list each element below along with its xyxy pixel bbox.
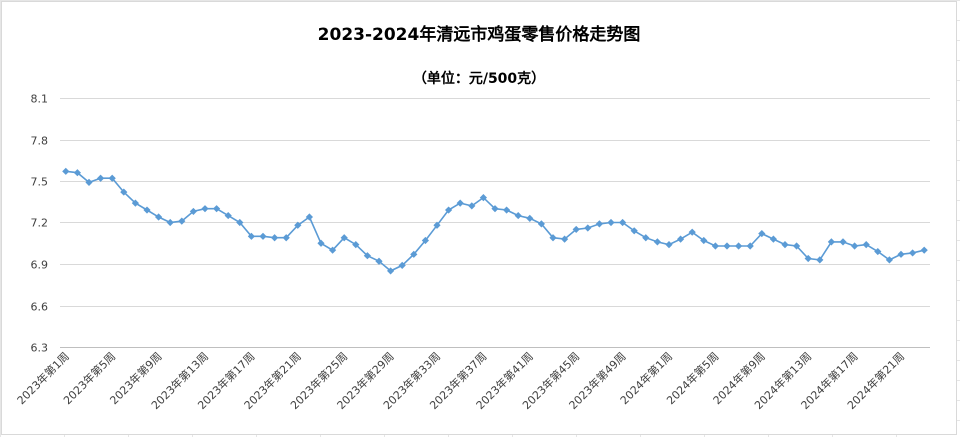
data-point <box>294 221 302 229</box>
chart-title: 2023-2024年清远市鸡蛋零售价格走势图 <box>317 25 641 45</box>
data-point <box>201 205 209 213</box>
data-point <box>677 235 685 243</box>
data-point <box>108 174 116 182</box>
data-point <box>97 174 105 182</box>
data-point <box>398 261 406 269</box>
data-point <box>723 242 731 250</box>
data-point <box>387 267 395 275</box>
data-point <box>236 218 244 227</box>
data-point <box>804 254 812 263</box>
data-point <box>479 194 487 202</box>
data-point <box>711 242 719 250</box>
data-point <box>630 227 638 235</box>
y-tick-label: 7.5 <box>31 176 49 189</box>
data-point <box>62 167 70 175</box>
data-point <box>653 238 661 246</box>
data-point <box>433 221 441 229</box>
data-point <box>839 238 847 246</box>
data-point <box>885 256 893 264</box>
data-point <box>503 206 511 214</box>
data-point <box>909 249 917 257</box>
data-point <box>781 241 789 249</box>
data-point <box>363 252 371 260</box>
data-point <box>735 242 743 250</box>
data-point <box>746 242 754 250</box>
data-point <box>131 199 139 207</box>
data-point <box>607 218 615 227</box>
data-point <box>410 250 418 258</box>
y-tick-label: 7.8 <box>31 135 49 148</box>
data-point <box>584 224 592 232</box>
data-point <box>143 206 151 214</box>
data-point <box>305 213 313 221</box>
data-point <box>271 234 279 242</box>
data-point <box>793 242 801 250</box>
data-point <box>769 235 777 243</box>
data-point <box>247 232 255 240</box>
data-point <box>688 228 696 236</box>
y-tick-label: 6.3 <box>31 342 49 355</box>
data-point <box>340 234 348 242</box>
y-tick-label: 7.2 <box>31 217 49 230</box>
data-point <box>665 241 673 249</box>
data-point <box>526 214 534 222</box>
chart-subtitle: （单位：元/500克） <box>412 71 546 87</box>
data-point <box>920 246 928 254</box>
data-point <box>178 217 186 225</box>
data-point <box>375 257 383 265</box>
data-point <box>85 178 93 186</box>
data-point <box>827 238 835 246</box>
data-point <box>155 213 163 221</box>
data-point <box>561 235 569 243</box>
series-line <box>65 170 925 272</box>
data-point <box>862 241 870 249</box>
data-point <box>352 241 360 249</box>
data-point <box>491 205 499 213</box>
data-point <box>189 207 197 216</box>
data-point <box>619 218 627 227</box>
data-point <box>595 220 603 228</box>
data-point <box>329 246 337 254</box>
y-tick-label: 6.6 <box>31 301 49 314</box>
data-point <box>897 250 905 258</box>
data-point <box>282 234 290 242</box>
y-tick-label: 6.9 <box>31 259 49 272</box>
data-point <box>642 234 650 242</box>
data-point <box>456 199 464 207</box>
data-point <box>572 225 580 234</box>
data-point <box>317 239 325 247</box>
data-point <box>758 229 766 238</box>
data-point <box>468 202 476 210</box>
data-point <box>224 211 232 220</box>
data-point <box>816 256 824 264</box>
data-point <box>213 205 221 213</box>
y-tick-label: 8.1 <box>31 93 49 106</box>
data-point <box>73 169 81 177</box>
data-point <box>166 218 174 227</box>
data-point <box>700 236 708 245</box>
data-point <box>421 236 429 245</box>
data-point <box>851 242 859 250</box>
data-point <box>445 206 453 214</box>
data-point <box>514 211 522 220</box>
data-point <box>259 232 267 240</box>
data-point <box>537 220 545 228</box>
data-point <box>549 234 557 242</box>
data-point <box>874 247 882 256</box>
data-point <box>120 188 128 196</box>
